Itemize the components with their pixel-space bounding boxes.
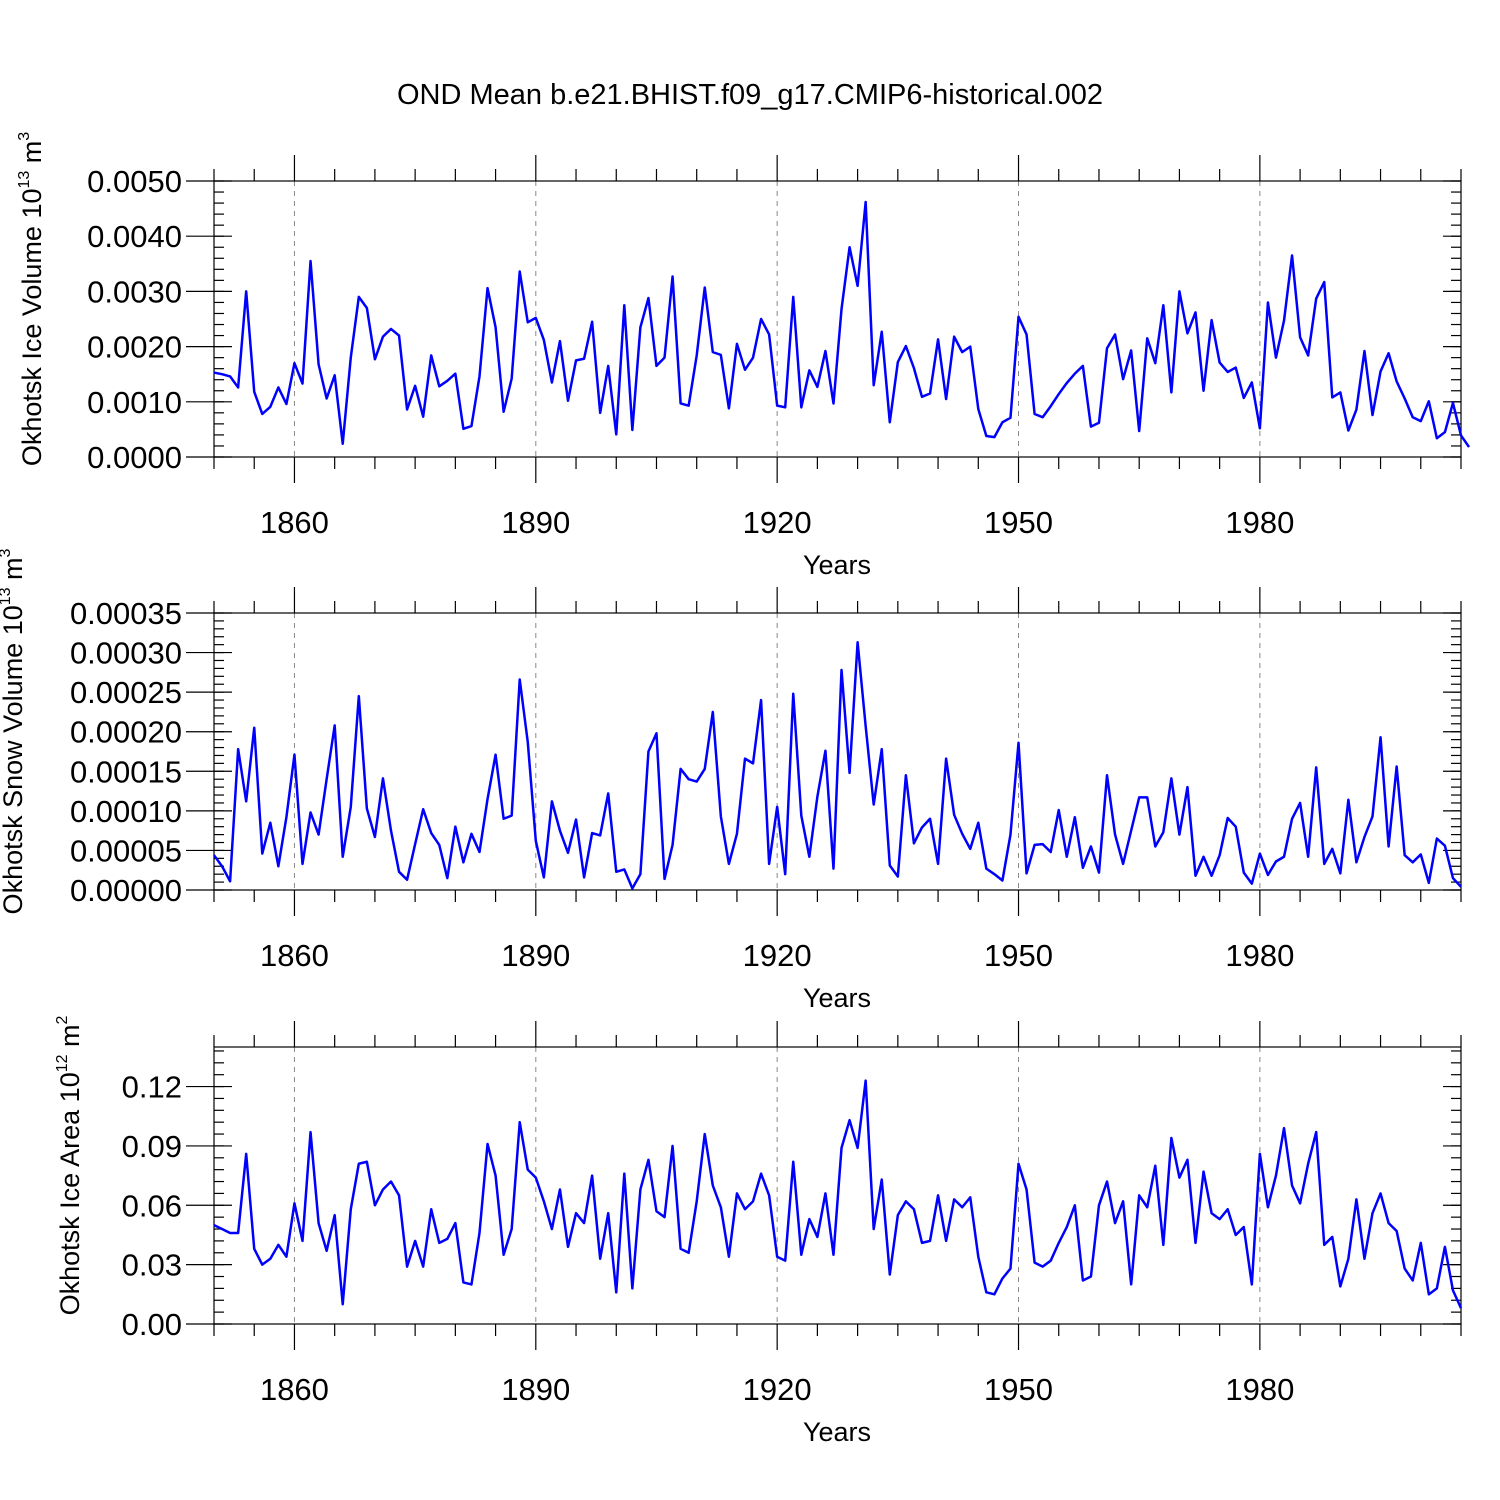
- y-axis-label-text: Okhotsk Ice Area 10: [55, 1072, 85, 1315]
- series-line-ice-volume: [213, 200, 1471, 448]
- y-tick-label: 0.00035: [70, 596, 182, 631]
- y-tick-label: 0.0010: [87, 385, 182, 420]
- y-axis-label-superscript: 13: [16, 171, 33, 189]
- y-tick-label: 0.00030: [70, 636, 182, 671]
- series-line-ice-area: [213, 1079, 1463, 1309]
- x-tick-label: 1980: [1225, 938, 1294, 973]
- y-tick-label: 0.00020: [70, 715, 182, 750]
- x-axis-label: Years: [803, 1417, 871, 1447]
- chart-panel-snow-volume: 0.00000 0.00005 0.00010 0.00015 0.00020 0.000…: [0, 548, 1462, 1013]
- y-tick-label: 0.0040: [87, 219, 182, 254]
- y-tick-label: 0.00: [122, 1307, 182, 1342]
- x-axis-label: Years: [803, 983, 871, 1013]
- series-line-snow-volume: [212, 641, 1462, 890]
- plot-frame: [213, 180, 1462, 458]
- y-tick-label: 0.12: [122, 1070, 182, 1105]
- x-tick-label: 1920: [743, 938, 812, 973]
- x-tick-label: 1890: [501, 938, 570, 973]
- y-tick-label: 0.06: [122, 1188, 182, 1223]
- y-tick-label: 0.03: [122, 1248, 182, 1283]
- x-tick-label: 1860: [260, 1372, 329, 1407]
- y-axis-label-text: m: [17, 141, 47, 171]
- y-axis-label-superscript: 12: [54, 1054, 71, 1072]
- y-axis-label-superscript: 3: [0, 548, 14, 557]
- x-tick-label: 1860: [260, 938, 329, 973]
- x-tick-label: 1950: [984, 938, 1053, 973]
- y-axis-label-text: Okhotsk Snow Volume 10: [0, 605, 28, 914]
- y-axis-label-superscript: 3: [16, 132, 33, 141]
- chart-panel-ice-volume: 0.0000 0.0010 0.0020 0.0030 0.0040 0.0050 1860…: [16, 132, 1471, 580]
- panels: 0.0000 0.0010 0.0020 0.0030 0.0040 0.0050 1860…: [0, 132, 1471, 1447]
- y-tick-label: 0.0050: [87, 164, 182, 199]
- x-tick-label: 1980: [1225, 1372, 1294, 1407]
- y-tick-label: 0.00010: [70, 794, 182, 829]
- x-tick-label: 1890: [501, 505, 570, 540]
- y-tick-label: 0.00025: [70, 675, 182, 710]
- x-tick-label: 1920: [743, 1372, 812, 1407]
- x-tick-label: 1950: [984, 1372, 1053, 1407]
- chart-panel-ice-area: 0.00 0.03 0.06 0.09 0.12 1860 1890 1920 1950 1980…: [54, 1015, 1463, 1447]
- plot-frame: [213, 1046, 1462, 1325]
- x-tick-label: 1920: [743, 505, 812, 540]
- y-tick-label: 0.0000: [87, 440, 182, 475]
- y-axis-label: Okhotsk Ice Volume 1013 m3: [16, 132, 47, 466]
- y-tick-label: 0.00015: [70, 754, 182, 789]
- y-tick-label: 0.00005: [70, 833, 182, 868]
- y-axis-label-text: m: [0, 557, 28, 587]
- x-tick-label: 1860: [260, 505, 329, 540]
- y-axis-label: Okhotsk Snow Volume 1013 m3: [0, 548, 28, 914]
- chart-title: OND Mean b.e21.BHIST.f09_g17.CMIP6-histo…: [397, 79, 1103, 111]
- x-axis-label: Years: [803, 550, 871, 580]
- y-axis-label-superscript: 13: [0, 587, 14, 605]
- y-tick-label: 0.00000: [70, 873, 182, 908]
- y-tick-label: 0.0030: [87, 274, 182, 309]
- plot-frame: [213, 612, 1462, 891]
- y-axis-label-text: Okhotsk Ice Volume 10: [17, 189, 47, 467]
- y-axis-label-superscript: 2: [54, 1015, 71, 1024]
- x-tick-label: 1890: [501, 1372, 570, 1407]
- x-tick-label: 1950: [984, 505, 1053, 540]
- x-tick-label: 1980: [1225, 505, 1294, 540]
- y-tick-label: 0.0020: [87, 330, 182, 365]
- y-axis-label-text: m: [55, 1024, 85, 1054]
- y-axis-label: Okhotsk Ice Area 1012 m2: [54, 1015, 85, 1315]
- y-tick-label: 0.09: [122, 1129, 182, 1164]
